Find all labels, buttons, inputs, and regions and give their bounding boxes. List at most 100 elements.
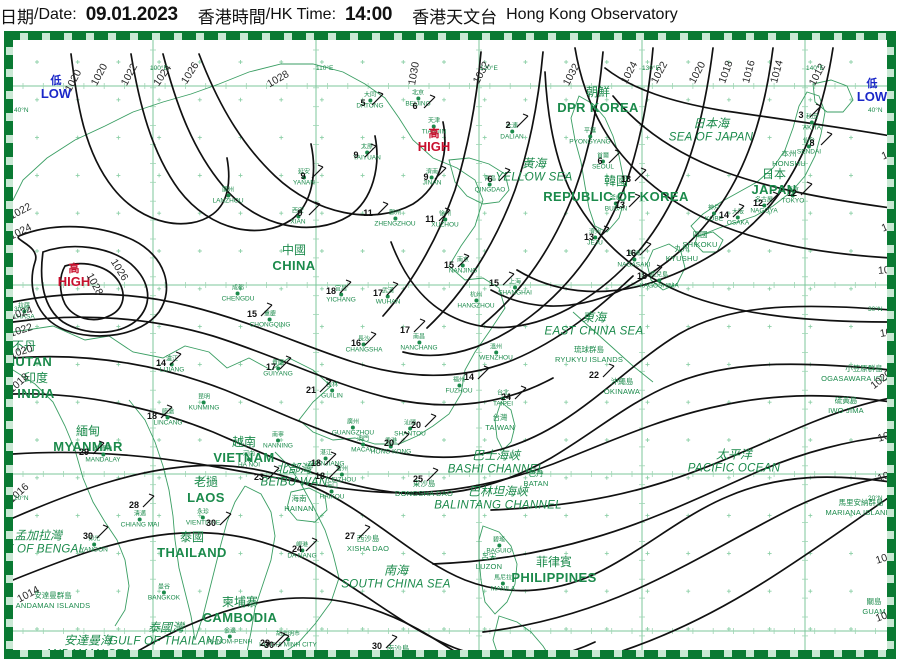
wind-barb-11 xyxy=(732,203,745,218)
island-label-dongsha-dao: 東沙島 DONGSHA DAO xyxy=(394,479,454,498)
city-bangkok: 曼谷 BANGKOK xyxy=(147,583,181,602)
city-shanghai: 上海 SHANGHAI xyxy=(498,278,532,297)
city-marker-dot xyxy=(299,548,304,553)
city-taiyuan: 太原 TAIYUAN xyxy=(353,143,381,162)
city-marker-dot xyxy=(276,366,280,371)
city-busan: 釜山 BUSAN xyxy=(604,194,628,213)
city-manila: 馬尼拉 MANILA xyxy=(490,574,516,593)
station-observation-46: 14 xyxy=(463,372,475,382)
city-marker-dot xyxy=(329,489,334,494)
station-observation-49: 6 xyxy=(487,174,493,184)
station-observation-32: 28 xyxy=(128,500,140,510)
station-observation-15: 12 xyxy=(752,198,764,208)
wind-barb-8 xyxy=(438,207,451,222)
wind-barb-17 xyxy=(597,225,610,240)
station-observation-43: 29 xyxy=(259,638,271,648)
city-marker-dot xyxy=(226,193,230,198)
city-marker-dot xyxy=(301,175,306,180)
city-kagoshima: 鹿兒島 KAGOSHIMA xyxy=(639,271,679,290)
island-label-okinawa: 沖繩島 OKINAWA xyxy=(603,377,641,396)
lon-tick-100°E: 100°E xyxy=(150,65,168,72)
station-observation-23: 18 xyxy=(325,286,337,296)
island-label-shikoku: 四國 SHIKOKU xyxy=(682,230,718,249)
city-nanjing: 南京 NANJING xyxy=(448,256,478,275)
sea-label-balintang-channel: 巴林坦海峽 BALINTANG CHANNEL xyxy=(434,484,562,512)
lon-tick-110°E: 110°E xyxy=(316,65,334,72)
city-baguio: 碧瑤 BAGUIO xyxy=(486,536,512,555)
station-observation-9: 13 xyxy=(620,174,632,184)
time-value: 14:00 xyxy=(345,4,393,25)
city-marker-dot xyxy=(631,257,636,262)
city-marker-dot xyxy=(201,400,206,405)
time-label-en: /HK Time: xyxy=(265,6,337,23)
wind-barb-9 xyxy=(634,167,647,182)
city-marker-dot xyxy=(351,425,355,430)
station-observation-11: 14 xyxy=(718,210,730,220)
country-label-philippines: 菲律賓 PHILIPPINES xyxy=(511,555,597,585)
lat-tick-30°N: 30°N xyxy=(14,306,29,313)
city-marker-dot xyxy=(415,96,420,101)
city-zhengzhou: 鄭州 ZHENGZHOU xyxy=(374,209,416,228)
station-observation-19: 18 xyxy=(636,271,648,281)
city-marker-dot xyxy=(461,263,465,268)
wind-barb-12 xyxy=(809,103,822,118)
city-shantou: 汕頭 SHANTOU xyxy=(394,419,426,438)
city-marker-dot xyxy=(416,340,421,345)
city-marker-dot xyxy=(614,201,618,206)
station-observation-40: 27 xyxy=(344,531,356,541)
city-marker-dot xyxy=(295,214,300,219)
isobar-label-1018-30: 1018 xyxy=(877,262,887,277)
city-pyongyang: 平壤 PYONGYANG xyxy=(569,127,611,146)
city-marker-dot xyxy=(593,235,597,240)
wind-barb-5 xyxy=(434,165,447,180)
station-observation-45: 30 xyxy=(371,641,383,650)
city-fuzhou: 福州 FUZHOU xyxy=(445,376,473,395)
station-observation-6: 9 xyxy=(297,208,303,218)
station-observation-41: 24 xyxy=(291,544,303,554)
time-label-cjk: 香港時間 xyxy=(197,7,266,28)
wind-barb-24 xyxy=(413,318,426,333)
wind-barb-7 xyxy=(376,201,389,216)
station-observation-44: 30 xyxy=(205,518,217,528)
city-xuzhou: 徐州 XUZHOU xyxy=(431,210,459,229)
city-marker-dot xyxy=(364,150,369,155)
wind-barb-21 xyxy=(502,271,515,286)
city-sendai: 仙台 SENDAI xyxy=(796,137,822,156)
city-marker-dot xyxy=(712,211,716,216)
graticule-dots xyxy=(35,60,853,631)
lon-tick-120°E: 120°E xyxy=(480,65,498,72)
wind-barb-6 xyxy=(308,201,321,216)
country-label-republic-of-korea: 韓國 REPUBLIC OF KOREA xyxy=(543,174,689,204)
city-jinan: 濟南 JINAN xyxy=(422,168,442,187)
city-beijing: 北京 BEIJING xyxy=(405,89,431,108)
station-observation-34: 23 xyxy=(253,472,265,482)
city-guilin: 桂林 GUILIN xyxy=(321,381,343,400)
city-da-nang: 峴港 DA NANG xyxy=(287,541,317,560)
city-jeju: 濟州 JEJU xyxy=(587,228,603,247)
station-observation-12: 3 xyxy=(798,110,804,120)
city-marker-dot xyxy=(736,215,740,220)
country-label-thailand: 泰國 THAILAND xyxy=(157,530,227,560)
station-observation-18: 16 xyxy=(625,248,637,258)
wind-barb-0 xyxy=(371,91,384,106)
organisation-name-cjk: 香港天文台 xyxy=(412,7,498,28)
city-marker-dot xyxy=(762,203,766,208)
date-label-en: /Date: xyxy=(34,6,77,23)
city-yichang: 宜昌 YICHANG xyxy=(326,285,356,304)
lon-tick-140°E: 140°E xyxy=(806,65,824,72)
city-marker-dot xyxy=(810,120,814,125)
map-border-left xyxy=(6,33,13,657)
wind-barb-40 xyxy=(358,524,371,539)
station-observation-33: 30 xyxy=(82,531,94,541)
city-akita: 秋田 AKITA xyxy=(802,113,822,132)
wind-barb-37 xyxy=(397,431,410,446)
wind-barb-23 xyxy=(339,279,352,294)
wind-barb-22 xyxy=(386,281,399,296)
island-label-luzon: 呂宋 LUZON xyxy=(475,552,503,571)
date-label-cjk: 日期 xyxy=(0,7,34,28)
isobar-lines xyxy=(13,47,887,650)
city-yanan: 延安 YANAN xyxy=(293,168,315,187)
city-kobe: 神戶 KOBE xyxy=(704,204,724,223)
city-nanning: 南寧 NANNING xyxy=(263,431,293,450)
